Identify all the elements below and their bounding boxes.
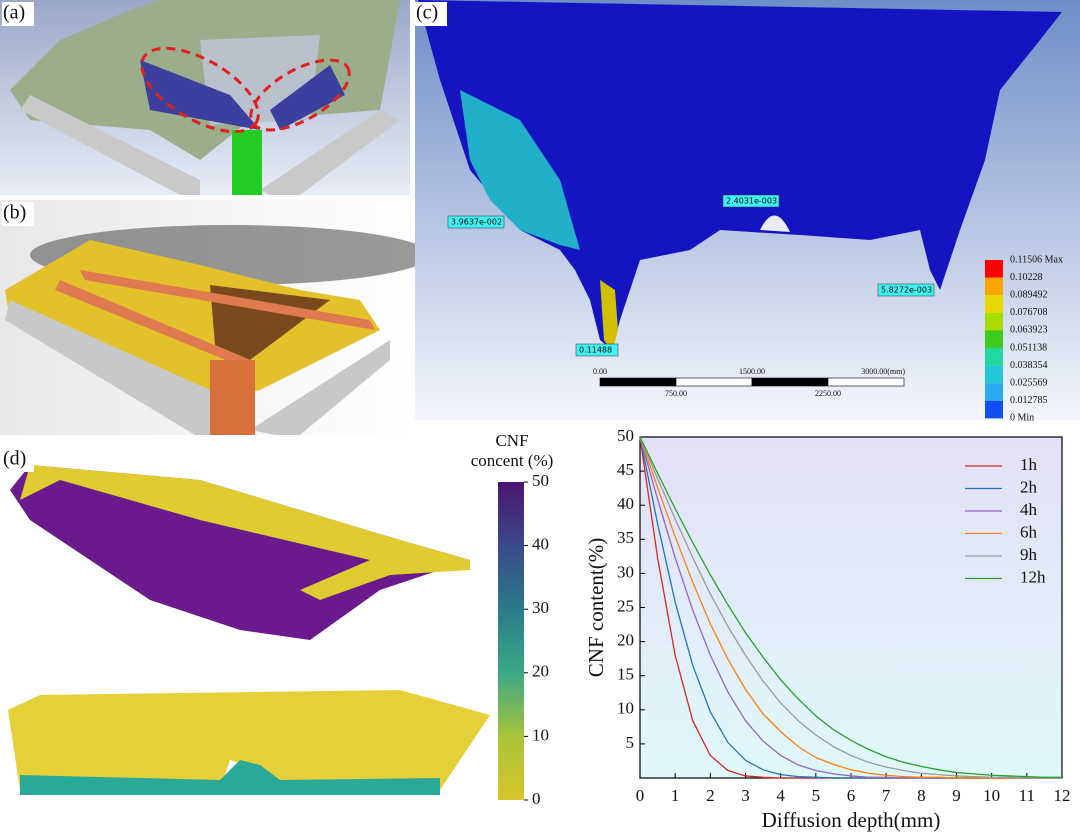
panel-label: (a) — [3, 2, 25, 24]
scale-label: 3000.00(mm) — [861, 367, 905, 376]
colorbar — [498, 482, 524, 800]
x-tick-label: 7 — [882, 786, 891, 805]
x-tick-label: 10 — [983, 786, 1000, 805]
legend-label: 0.10228 — [1010, 272, 1043, 283]
x-tick-label: 11 — [1019, 786, 1035, 805]
scale-segment — [827, 377, 905, 387]
y-tick-label: 20 — [617, 631, 634, 650]
colorbar-title: CNF — [495, 431, 528, 450]
scale-label: 750.00 — [665, 389, 687, 398]
legend-label: 0.038354 — [1010, 360, 1048, 371]
legend-label: 0.063923 — [1010, 325, 1048, 336]
legend-label: 0.11506 Max — [1010, 254, 1063, 265]
series-line — [639, 436, 1062, 778]
scale-label: 1500.00 — [739, 367, 765, 376]
y-tick-label: 15 — [617, 665, 634, 684]
legend-swatch — [985, 383, 1003, 401]
annotation-box — [575, 343, 619, 357]
legend-label: 0.025569 — [1010, 377, 1048, 388]
x-tick-label: 4 — [776, 786, 785, 805]
legend-label: 9h — [1020, 545, 1038, 564]
x-axis-label: Diffusion depth(mm) — [762, 808, 941, 832]
annotation-box — [877, 283, 935, 297]
panel-label-bg — [2, 202, 34, 226]
legend-label: 0.089492 — [1010, 289, 1048, 300]
y-tick-label: 30 — [617, 562, 634, 581]
panel-a-render — [0, 0, 410, 195]
x-tick-label: 2 — [706, 786, 715, 805]
panel-d-render — [8, 465, 490, 795]
panel-c-render — [415, 0, 1080, 420]
legend-label: 1h — [1020, 455, 1038, 474]
colorbar-tick-label: 50 — [532, 471, 549, 490]
y-axis-label: CNF content(%) — [584, 538, 608, 677]
colorbar-tick-label: 30 — [532, 598, 549, 617]
x-tick-label: 9 — [952, 786, 961, 805]
panel-label: (b) — [3, 202, 26, 224]
legend-label: 12h — [1020, 567, 1046, 586]
colorbar-title: concent (%) — [471, 451, 554, 470]
annotation-box — [722, 194, 780, 208]
annotation: 3.9637e-002 — [451, 218, 502, 227]
legend-label: 6h — [1020, 522, 1038, 541]
legend-swatch — [985, 277, 1003, 296]
scale-label: 0.00 — [593, 367, 607, 376]
colorbar-tick-label: 20 — [532, 662, 549, 681]
y-tick-label: 40 — [617, 494, 634, 513]
x-tick-label: 12 — [1054, 786, 1071, 805]
y-tick-label: 35 — [617, 528, 634, 547]
colorbar-tick-label: 0 — [532, 789, 541, 808]
legend-label: 0 Min — [1010, 413, 1034, 424]
scale-label: 2250.00 — [815, 389, 841, 398]
legend-label: 0.012785 — [1010, 395, 1048, 406]
legend-swatch — [985, 330, 1003, 348]
legend-swatch — [985, 312, 1003, 331]
scale-segment — [751, 377, 829, 387]
annotation: 0.11488 — [579, 346, 612, 355]
panel-label-bg — [2, 448, 34, 472]
series-line — [639, 436, 1062, 779]
legend-label: 0.051138 — [1010, 342, 1047, 353]
colorbar-tick-label: 40 — [532, 535, 549, 554]
x-tick-label: 5 — [812, 786, 821, 805]
panel-label-bg — [2, 2, 34, 26]
scale-segment — [675, 377, 753, 387]
scale-segment — [599, 377, 677, 387]
y-tick-label: 45 — [617, 460, 634, 479]
x-tick-label: 8 — [917, 786, 926, 805]
y-tick-label: 10 — [617, 699, 634, 718]
legend-swatch — [985, 348, 1003, 366]
x-tick-label: 0 — [636, 786, 645, 805]
plot-area — [639, 436, 1063, 779]
x-tick-label: 1 — [671, 786, 680, 805]
y-tick-label: 5 — [626, 733, 635, 752]
annotation: 2.4031e-003 — [726, 197, 777, 206]
series-line — [639, 436, 1062, 779]
x-tick-label: 3 — [741, 786, 750, 805]
legend-label: 2h — [1020, 477, 1038, 496]
panel-label: (d) — [3, 448, 26, 470]
legend-label: 0.076708 — [1010, 307, 1048, 318]
colorbar-tick-label: 10 — [532, 725, 549, 744]
legend-swatch — [985, 365, 1003, 384]
panel-b-render — [0, 200, 430, 435]
legend-swatch — [985, 295, 1003, 313]
legend-label: 4h — [1020, 500, 1038, 519]
y-tick-label: 25 — [617, 596, 634, 615]
legend-swatch — [985, 400, 1003, 419]
annotation-box — [447, 215, 505, 229]
annotation: 5.8272e-003 — [881, 286, 932, 295]
x-tick-label: 6 — [847, 786, 856, 805]
legend-swatch — [985, 260, 1003, 278]
panel-label-bg — [415, 2, 447, 26]
panel-label: (c) — [416, 2, 438, 24]
y-tick-label: 50 — [617, 426, 634, 445]
